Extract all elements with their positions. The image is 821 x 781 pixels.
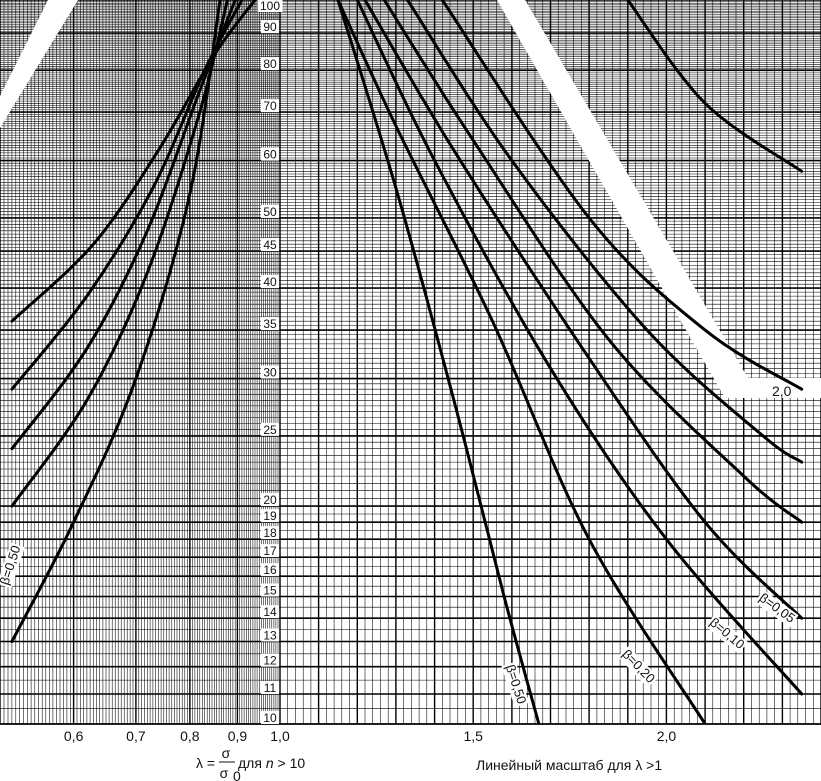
sigma-subscript: 0: [233, 768, 241, 781]
y-tick-bg-11: [261, 681, 279, 695]
y-tick-label-17: 17: [263, 544, 277, 558]
y-tick-label-45: 45: [263, 238, 277, 252]
plot-background: [0, 0, 821, 724]
white-band: 2,0: [0, 0, 821, 399]
y-tick-label-16: 16: [263, 563, 277, 577]
y-tick-bg-70: [261, 99, 279, 113]
y-tick-bg-45: [261, 238, 279, 252]
y-tick-bg-35: [261, 317, 279, 331]
y-tick-label-30: 30: [263, 366, 277, 380]
y-tick-bg-14: [261, 605, 279, 619]
y-tick-label-15: 15: [263, 584, 277, 598]
y-tick-label-90: 90: [263, 20, 277, 34]
y-tick-label-19: 19: [263, 509, 277, 523]
series-line-12: [440, 0, 804, 391]
y-tick-label-12: 12: [263, 654, 277, 668]
series-line-13: [626, 0, 804, 173]
x-ticks: 0,6 0,7 0,8 0,9 1,0 1,5 2,0: [64, 728, 676, 744]
y-tick-label-100: 100: [260, 0, 280, 13]
series-line-9: [363, 0, 804, 620]
x-tick-label-0-7: 0,7: [126, 728, 146, 744]
y-ticks: 10 11 12 13 14 15 16 17 18 19 20 25 30 35 40 45 50 60 70 80…: [257, 0, 283, 725]
y-tick-label-14: 14: [263, 605, 277, 619]
y-tick-label-13: 13: [263, 629, 277, 643]
series-line-5: [10, 0, 257, 323]
sigma-numerator: σ: [222, 745, 231, 761]
y-tick-bg-18: [261, 526, 279, 540]
grid: [0, 0, 821, 725]
y-tick-bg-13: [261, 628, 279, 642]
y-tick-bg-80: [261, 57, 279, 71]
series-line-1: [10, 0, 222, 643]
curve-label-bg-3: [617, 646, 659, 688]
y-tick-bg-90: [261, 20, 279, 34]
y-tick-bg-19: [261, 509, 279, 523]
y-tick-label-20: 20: [263, 493, 277, 507]
sigma-denominator: σ: [220, 765, 229, 781]
y-tick-label-40: 40: [263, 275, 277, 289]
y-tick-bg-12: [261, 653, 279, 667]
white-band-right: [497, 0, 821, 398]
series-line-3: [10, 0, 237, 451]
curve-label-bg-4: [705, 614, 749, 654]
y-tick-bg-100: [257, 0, 283, 12]
y-tick-bg-60: [261, 147, 279, 161]
x-tick-label-2-0: 2,0: [657, 728, 677, 744]
y-tick-label-80: 80: [263, 57, 277, 71]
y-tick-bg-15: [261, 583, 279, 597]
x-tick-label-1-5: 1,5: [463, 728, 483, 744]
y-tick-label-18: 18: [263, 526, 277, 540]
y-tick-label-35: 35: [263, 317, 277, 331]
curves: [10, 0, 804, 724]
series-line-10: [382, 0, 804, 524]
series-line-11: [406, 0, 804, 464]
white-band-left: [0, 0, 78, 128]
y-tick-bg-30: [261, 365, 279, 379]
x-tick-label-0-8: 0,8: [180, 728, 200, 744]
y-tick-bg-50: [261, 204, 279, 218]
curve-label-bg-5: [754, 589, 799, 628]
y-tick-label-25: 25: [263, 423, 277, 437]
y-tick-label-70: 70: [263, 99, 277, 113]
y-tick-bg-17: [261, 544, 279, 558]
x-tick-label-1-0: 1,0: [270, 728, 290, 744]
series-line-6: [336, 0, 541, 724]
series-line-2: [10, 0, 229, 508]
curve-label-bg-1: [0, 542, 25, 589]
x-tick-label-0-6: 0,6: [64, 728, 84, 744]
x-tick-label-0-9: 0,9: [228, 728, 248, 744]
x-axis-label-right: Линейный масштаб для λ >1: [476, 757, 662, 773]
x-axis-label-left-suffix: для n > 10: [238, 755, 305, 771]
x-axis-label-left: λ =: [196, 755, 215, 771]
y-tick-bg-16: [261, 563, 279, 577]
grid-vertical-fine: [0, 0, 821, 724]
y-tick-label-10: 10: [263, 711, 277, 725]
y-tick-bg-40: [261, 275, 279, 289]
y-tick-bg-25: [261, 422, 279, 436]
band-label-2-0: 2,0: [772, 383, 792, 399]
y-tick-label-60: 60: [263, 148, 277, 162]
curve-label-bg-2: [501, 661, 530, 708]
y-tick-bg-20: [261, 493, 279, 507]
series-line-4: [10, 0, 244, 391]
series-line-8: [355, 0, 804, 696]
y-tick-label-50: 50: [263, 205, 277, 219]
y-tick-bg-10: [261, 711, 279, 724]
series-line-7: [336, 0, 707, 724]
y-tick-label-11: 11: [264, 681, 277, 695]
